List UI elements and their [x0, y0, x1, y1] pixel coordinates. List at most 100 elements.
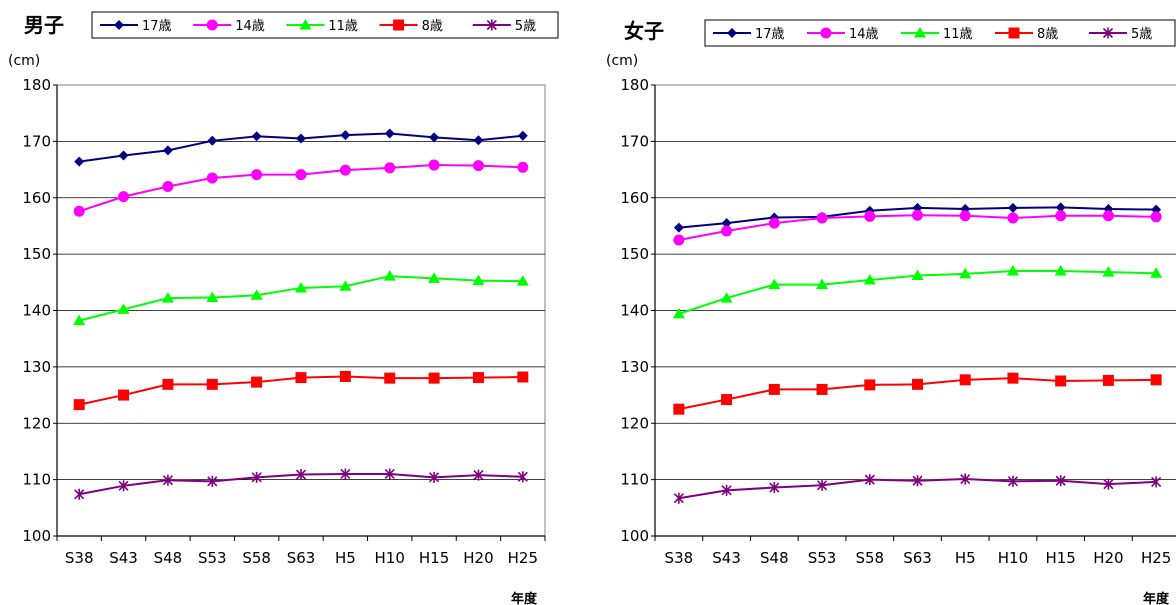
x-tick-label: H20	[463, 549, 493, 567]
legend-label: 14歳	[849, 27, 879, 42]
data-point	[1150, 211, 1162, 223]
data-point	[721, 225, 733, 237]
x-tick-label: S53	[808, 549, 837, 567]
legend-marker	[114, 20, 124, 30]
data-point	[721, 218, 732, 229]
x-tick-label: S53	[198, 549, 227, 567]
data-point	[1150, 374, 1162, 386]
data-point	[516, 275, 529, 286]
data-point	[912, 209, 923, 221]
legend-label: 17歳	[142, 19, 172, 34]
data-point	[206, 378, 218, 390]
data-point	[959, 267, 972, 279]
data-point	[428, 272, 441, 283]
data-point	[864, 210, 876, 222]
data-point	[721, 394, 733, 406]
data-point	[384, 128, 395, 139]
x-tick-label: H25	[508, 549, 538, 567]
legend-marker	[206, 19, 218, 31]
data-point	[1054, 265, 1067, 276]
legend-label: 5歳	[1131, 27, 1152, 42]
data-point	[472, 274, 485, 286]
x-tick-label: S63	[287, 549, 316, 567]
y-tick-label: 170	[620, 132, 649, 150]
y-tick-label: 150	[22, 245, 51, 263]
data-point	[1007, 475, 1019, 487]
x-tick-label: S38	[665, 549, 694, 567]
data-point	[959, 374, 971, 386]
legend-label: 11歳	[943, 27, 973, 42]
data-point	[295, 372, 307, 384]
series-5歳	[673, 473, 1162, 504]
data-point	[1055, 475, 1066, 487]
y-tick-label: 110	[620, 471, 649, 489]
data-point	[721, 484, 732, 496]
legend-marker	[1102, 27, 1114, 39]
legend-label: 17歳	[755, 27, 785, 42]
y-tick-label: 160	[22, 189, 51, 207]
data-point	[912, 475, 923, 487]
chart-title: 男子	[24, 13, 64, 37]
y-tick-label: 130	[22, 358, 51, 376]
data-point	[1055, 202, 1066, 213]
legend-marker	[393, 19, 405, 31]
x-tick-label: S48	[154, 549, 183, 567]
x-tick-label: S63	[903, 549, 932, 567]
y-tick-label: 100	[22, 527, 51, 545]
y-axis-unit: (cm)	[8, 53, 40, 69]
data-point	[74, 488, 85, 500]
x-tick-label: H10	[998, 549, 1028, 567]
data-point	[816, 212, 828, 224]
data-point	[960, 473, 971, 485]
x-axis-label: 年度	[511, 591, 538, 605]
y-tick-label: 110	[22, 471, 51, 489]
data-point	[1007, 212, 1019, 224]
data-point	[816, 278, 829, 290]
data-point	[816, 383, 828, 395]
data-point	[429, 471, 440, 483]
data-point	[517, 471, 528, 483]
data-point	[207, 135, 218, 146]
chart-panel-1: 100 110 120 130 140 150 160 170 180 S38 S43 S48 S53 S…	[8, 11, 559, 605]
x-tick-label: S43	[109, 549, 138, 567]
data-point	[296, 133, 306, 144]
series-14歳	[673, 209, 1162, 246]
data-point	[472, 160, 484, 172]
series-11歳	[73, 270, 529, 326]
data-point	[340, 468, 351, 480]
x-tick-label: S58	[855, 549, 884, 567]
x-tick-label: H15	[419, 549, 449, 567]
data-point	[251, 169, 263, 181]
data-point	[1006, 265, 1019, 276]
data-point	[251, 376, 263, 388]
data-point	[251, 131, 262, 142]
data-point	[207, 475, 218, 487]
data-point	[73, 314, 86, 326]
x-tick-label: H20	[1093, 549, 1123, 567]
data-point	[769, 482, 780, 494]
legend-label: 8歳	[1037, 27, 1058, 42]
data-point	[161, 292, 174, 303]
chart-title: 女子	[624, 19, 664, 43]
legend-marker	[820, 27, 832, 39]
y-tick-label: 130	[620, 358, 649, 376]
data-point	[429, 132, 440, 143]
data-point	[1055, 375, 1067, 387]
x-tick-label: S38	[65, 549, 94, 567]
x-tick-label: H25	[1141, 549, 1171, 567]
series-11歳	[672, 265, 1163, 319]
y-tick-label: 180	[22, 76, 51, 94]
data-point	[206, 172, 218, 184]
y-tick-label: 140	[620, 302, 649, 320]
data-point	[428, 372, 440, 384]
data-point	[251, 471, 262, 483]
data-point	[1007, 372, 1019, 384]
data-point	[384, 162, 396, 174]
legend-marker	[486, 19, 497, 31]
data-point	[1007, 202, 1018, 213]
data-point	[118, 389, 130, 401]
data-point	[339, 370, 351, 382]
data-point	[73, 399, 85, 411]
data-point	[1102, 266, 1115, 277]
